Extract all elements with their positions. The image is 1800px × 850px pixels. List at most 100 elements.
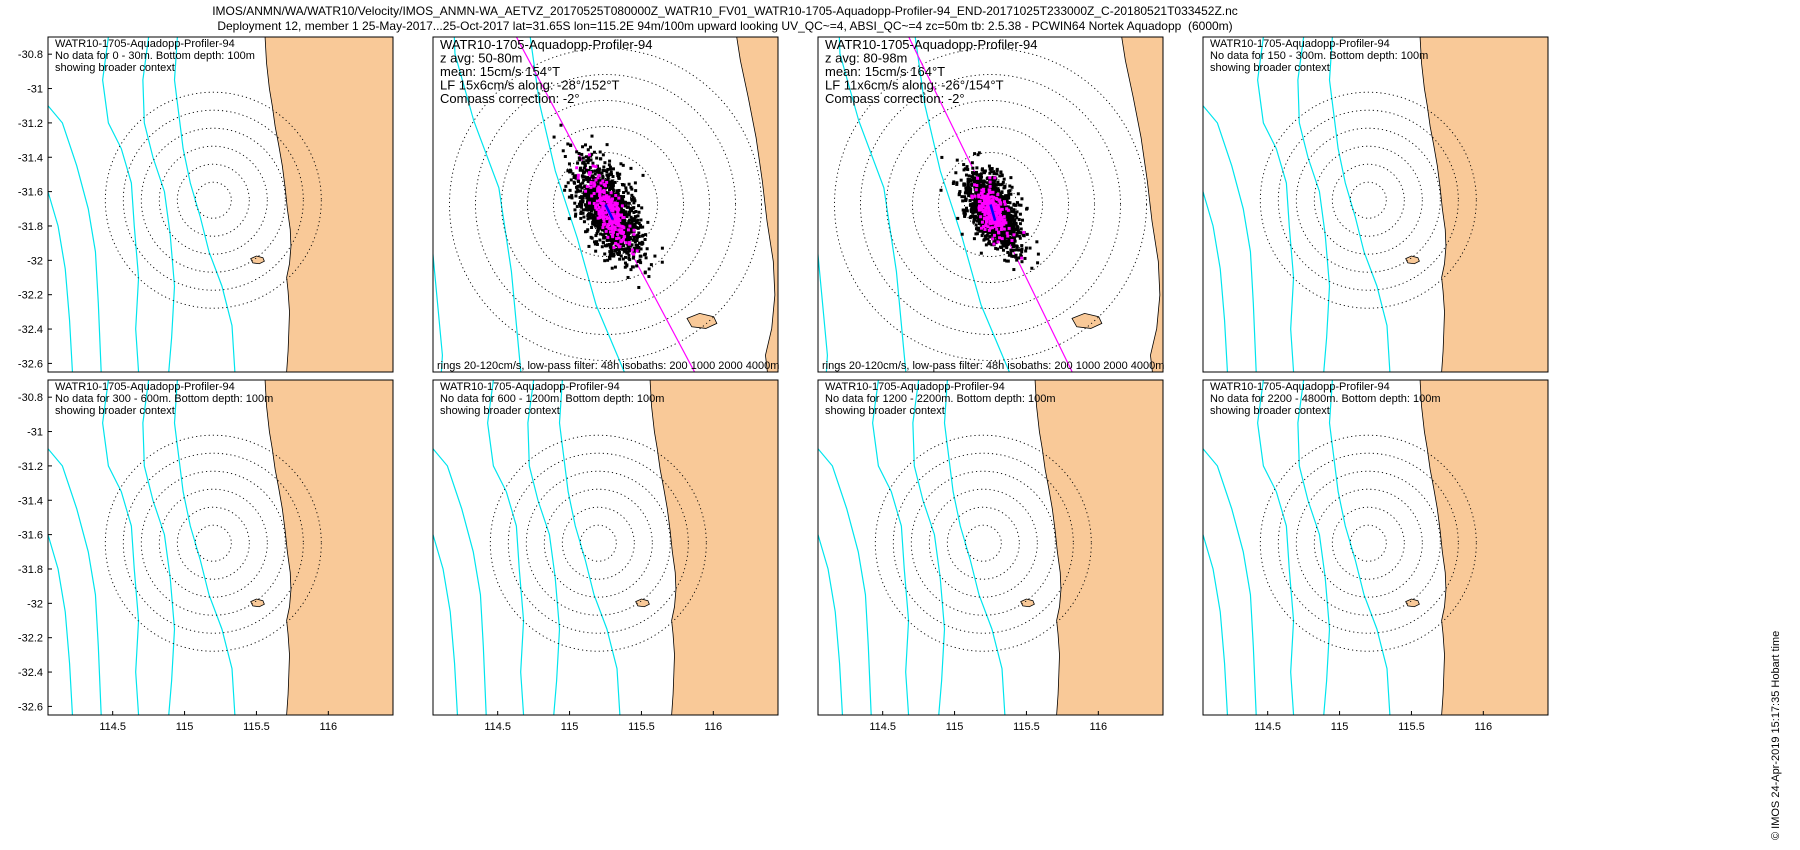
- velocity-point: [631, 224, 635, 228]
- velocity-point: [612, 197, 616, 201]
- lowpass-velocity-point: [609, 218, 613, 222]
- x-tick-label: 116: [320, 721, 338, 733]
- velocity-point: [1018, 212, 1022, 216]
- velocity-point: [647, 275, 651, 279]
- lowpass-velocity-point: [592, 184, 596, 188]
- velocity-point: [596, 228, 600, 232]
- velocity-point: [970, 207, 974, 211]
- lowpass-velocity-point: [977, 206, 981, 210]
- velocity-point: [601, 153, 605, 157]
- velocity-point: [614, 244, 618, 248]
- velocity-point: [593, 176, 597, 180]
- velocity-point: [960, 232, 964, 236]
- velocity-point: [982, 179, 986, 183]
- lowpass-velocity-point: [992, 233, 996, 237]
- velocity-point: [626, 234, 630, 238]
- velocity-point: [608, 183, 612, 187]
- y-tick-label: -31.6: [18, 187, 43, 199]
- land-mass: [264, 380, 393, 715]
- velocity-point: [1009, 237, 1013, 241]
- x-tick-label: 114.5: [484, 721, 511, 733]
- lowpass-velocity-point: [605, 200, 609, 204]
- velocity-point: [582, 220, 586, 224]
- map-frame: [47, 36, 394, 373]
- velocity-point: [988, 235, 992, 239]
- velocity-point: [564, 184, 568, 188]
- velocity-point: [1002, 177, 1006, 181]
- panel-title: WATR10-1705-Aquadopp-Profiler-94: [440, 37, 652, 52]
- lowpass-velocity-point: [611, 204, 615, 208]
- velocity-point: [578, 189, 582, 193]
- lowpass-velocity-point: [991, 190, 995, 194]
- lowpass-velocity-point: [628, 224, 632, 228]
- lowpass-velocity-point: [980, 220, 984, 224]
- velocity-point: [613, 248, 617, 252]
- speed-ring-100cms: [860, 74, 1121, 335]
- velocity-point: [591, 179, 595, 183]
- velocity-point: [586, 203, 590, 207]
- velocity-point: [1012, 222, 1016, 226]
- velocity-point: [634, 243, 638, 247]
- lowpass-velocity-point: [995, 224, 999, 228]
- lowpass-velocity-point: [988, 219, 992, 223]
- lowpass-velocity-point: [619, 230, 623, 234]
- lowpass-velocity-point: [981, 195, 985, 199]
- lowpass-velocity-point: [596, 216, 600, 220]
- velocity-point: [609, 185, 613, 189]
- velocity-point: [630, 209, 634, 213]
- lowpass-velocity-point: [601, 179, 605, 183]
- lowpass-velocity-point: [598, 214, 602, 218]
- velocity-point: [606, 177, 610, 181]
- velocity-point: [595, 156, 599, 160]
- island: [250, 255, 265, 265]
- lowpass-velocity-point: [1004, 221, 1008, 225]
- velocity-point: [590, 187, 594, 191]
- isobath-1000m: [142, 380, 176, 715]
- figure-title-line-1: IMOS/ANMN/WA/WATR10/Velocity/IMOS_ANMN-W…: [212, 4, 1238, 18]
- panel-annotation: No data for 0 - 30m. Bottom depth: 100m: [55, 50, 255, 62]
- isobath-1000m: [1297, 380, 1331, 715]
- velocity-point: [578, 184, 582, 188]
- x-tick-label: 115.5: [1013, 721, 1040, 733]
- velocity-point: [640, 206, 644, 210]
- lowpass-velocity-point: [588, 171, 592, 175]
- lowpass-velocity-point: [979, 215, 983, 219]
- velocity-point: [596, 167, 600, 171]
- lowpass-velocity-point: [617, 213, 621, 217]
- velocity-point: [978, 175, 982, 179]
- lowpass-velocity-point: [620, 224, 624, 228]
- lowpass-velocity-point: [1005, 207, 1009, 211]
- velocity-point: [623, 227, 627, 231]
- velocity-point: [624, 222, 628, 226]
- velocity-point: [987, 231, 991, 235]
- lowpass-velocity-point: [977, 195, 981, 199]
- velocity-point: [575, 186, 579, 190]
- velocity-point: [622, 249, 626, 253]
- velocity-point: [591, 222, 595, 226]
- land-mass: [264, 37, 393, 372]
- velocity-point: [1005, 245, 1009, 249]
- lowpass-velocity-point: [989, 199, 993, 203]
- lowpass-velocity-point: [603, 206, 607, 210]
- velocity-point: [627, 256, 631, 260]
- lowpass-velocity-point: [600, 198, 604, 202]
- velocity-point: [1024, 249, 1028, 253]
- velocity-point: [593, 172, 597, 176]
- velocity-point: [577, 152, 581, 156]
- lowpass-velocity-point: [595, 207, 599, 211]
- velocity-point: [631, 238, 635, 242]
- lowpass-velocity-point: [992, 242, 996, 246]
- velocity-point: [1008, 217, 1012, 221]
- velocity-point: [576, 184, 580, 188]
- isobath-2000m: [1257, 380, 1295, 715]
- velocity-point: [592, 213, 596, 217]
- velocity-point: [1015, 216, 1019, 220]
- velocity-point: [995, 200, 999, 204]
- lowpass-velocity-point: [989, 214, 993, 218]
- velocity-point: [586, 187, 590, 191]
- velocity-point: [994, 239, 998, 243]
- speed-ring-80cms: [1295, 470, 1441, 616]
- velocity-point: [613, 210, 617, 214]
